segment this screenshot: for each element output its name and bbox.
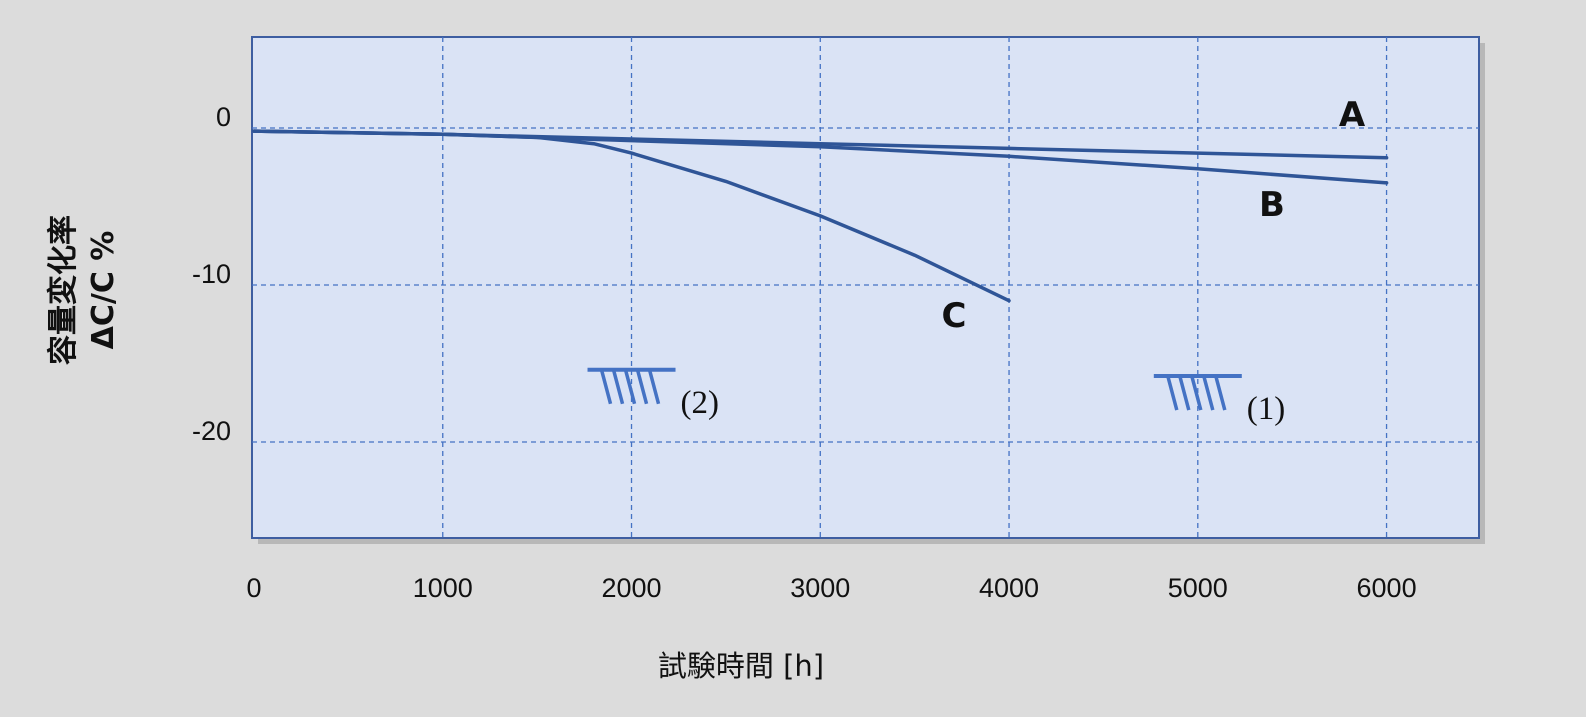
y-tick-label--10: -10: [192, 259, 231, 289]
x-axis-label: 試験時間 [h]: [658, 649, 824, 683]
plot-area: [251, 36, 1480, 539]
series-label-c: C: [942, 296, 967, 336]
y-tick-label--20: -20: [192, 416, 231, 446]
annotation-label-1: (2): [681, 385, 719, 421]
x-tick-label-1000: 1000: [413, 573, 473, 603]
x-tick-label-2000: 2000: [601, 573, 661, 603]
series-line-c: [252, 129, 1011, 303]
x-tick-label-0: 0: [246, 573, 261, 603]
series-label-b: B: [1259, 185, 1285, 225]
y-tick-label-0: 0: [216, 102, 231, 132]
x-tick-label-3000: 3000: [790, 573, 850, 603]
annotation-marker-1: [587, 367, 676, 405]
x-tick-label-5000: 5000: [1168, 573, 1228, 603]
y-axis-label-line1: 容量変化率: [46, 215, 81, 365]
series-label-a: A: [1339, 95, 1366, 135]
x-tick-label-4000: 4000: [979, 573, 1039, 603]
annotation-label-2: (1): [1247, 391, 1285, 427]
y-axis-label-line2: ΔC/C %: [86, 231, 121, 350]
x-tick-label-6000: 6000: [1357, 573, 1417, 603]
annotation-marker-2: [1153, 374, 1242, 411]
